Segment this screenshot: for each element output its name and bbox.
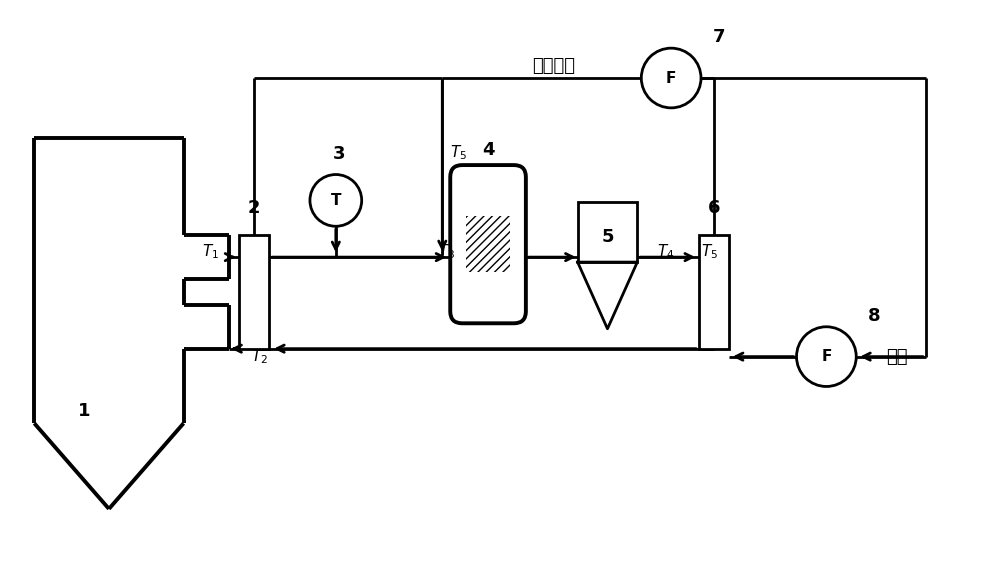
Text: $T_3$: $T_3$	[438, 243, 455, 261]
Text: T: T	[331, 193, 341, 208]
Bar	[239, 235, 269, 348]
Text: $T_5$: $T_5$	[701, 243, 718, 261]
Bar	[699, 235, 729, 348]
Text: 3: 3	[333, 144, 345, 162]
Text: 1: 1	[78, 402, 90, 420]
Text: 空气: 空气	[886, 348, 908, 366]
Text: $T_2$: $T_2$	[251, 347, 268, 366]
Text: $T_4$: $T_4$	[657, 243, 674, 261]
Text: $T_5$: $T_5$	[450, 143, 467, 162]
Text: 5: 5	[601, 228, 614, 246]
Circle shape	[641, 48, 701, 108]
Text: 4: 4	[482, 141, 494, 159]
Bar	[466, 216, 510, 272]
Text: 循环烟气: 循环烟气	[532, 57, 575, 75]
Text: F: F	[821, 349, 832, 364]
Text: 6: 6	[708, 200, 720, 217]
Text: 2: 2	[248, 200, 260, 217]
Text: 7: 7	[713, 28, 725, 46]
Circle shape	[310, 175, 362, 226]
Text: 8: 8	[868, 307, 881, 325]
Text: $T_1$: $T_1$	[202, 243, 219, 261]
Bar	[578, 202, 637, 262]
Text: F: F	[666, 70, 676, 85]
Circle shape	[797, 327, 856, 387]
FancyBboxPatch shape	[450, 165, 526, 323]
